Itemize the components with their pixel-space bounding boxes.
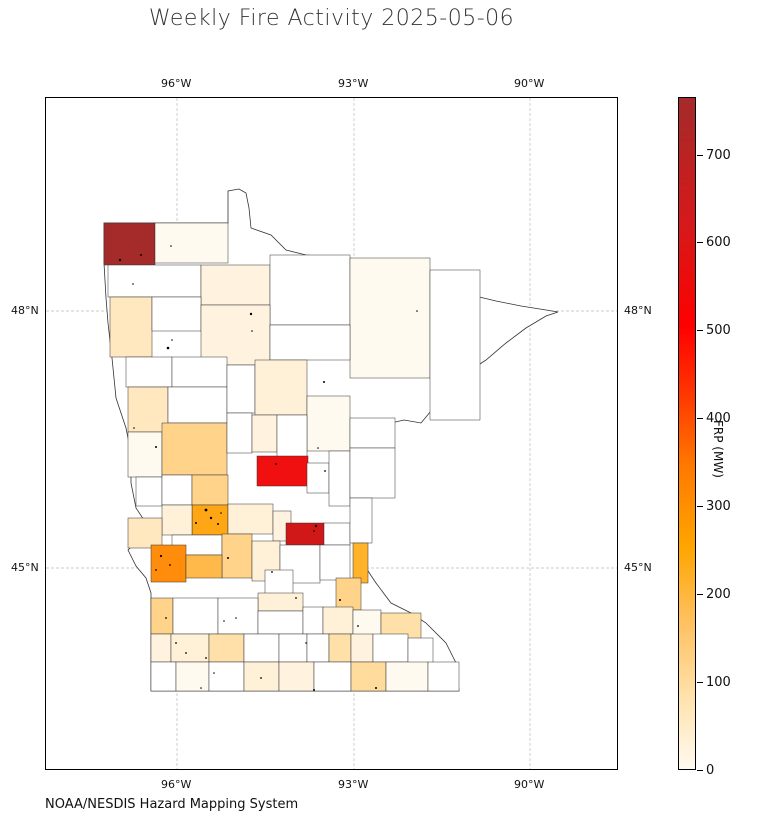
colorbar-label-0: 0	[706, 763, 715, 778]
lat-tick-right-48: 48°N	[624, 304, 652, 317]
colorbar-label-400: 400	[706, 411, 731, 426]
colorbar-tick-500	[697, 330, 703, 331]
lon-tick-bottom-90: 90°W	[514, 778, 545, 791]
colorbar-label-600: 600	[706, 235, 731, 250]
lon-tick-top-96: 96°W	[161, 77, 192, 90]
chart-title: Weekly Fire Activity 2025-05-06	[148, 6, 515, 31]
colorbar-label-100: 100	[706, 675, 731, 690]
county-kittson	[103, 222, 156, 266]
lat-tick-left-45: 45°N	[11, 561, 39, 574]
lon-tick-bottom-96: 96°W	[161, 778, 192, 791]
lon-tick-top-93: 93°W	[338, 77, 369, 90]
colorbar-tick-300	[697, 506, 703, 507]
colorbar-title: FRP (MW)	[711, 420, 725, 478]
source-credit: NOAA/NESDIS Hazard Mapping System	[45, 797, 299, 812]
lat-tick-right-45: 45°N	[624, 561, 652, 574]
colorbar-tick-400	[697, 418, 703, 419]
minnesota-county-map	[46, 98, 617, 769]
colorbar-label-500: 500	[706, 323, 731, 338]
colorbar-label-300: 300	[706, 499, 731, 514]
colorbar-label-200: 200	[706, 587, 731, 602]
lon-tick-top-90: 90°W	[514, 77, 545, 90]
colorbar-tick-100	[697, 682, 703, 683]
lat-tick-left-48: 48°N	[11, 304, 39, 317]
colorbar-tick-700	[697, 155, 703, 156]
colorbar-tick-600	[697, 242, 703, 243]
counties	[103, 222, 481, 692]
map-frame	[45, 97, 618, 770]
fire-detections	[118, 245, 418, 691]
colorbar-tick-0	[697, 770, 703, 771]
colorbar-tick-200	[697, 594, 703, 595]
colorbar-label-700: 700	[706, 148, 731, 163]
lon-tick-bottom-93: 93°W	[338, 778, 369, 791]
colorbar	[678, 97, 696, 770]
